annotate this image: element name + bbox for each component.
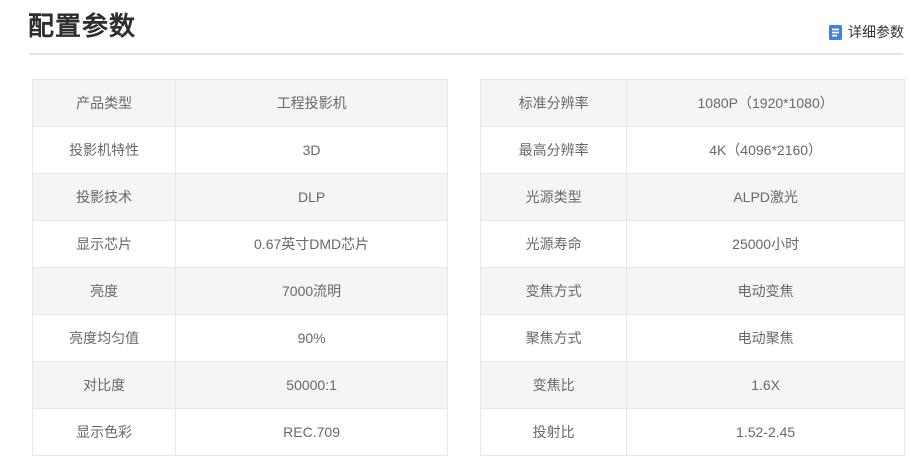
table-row: 光源类型 ALPD激光 — [479, 173, 905, 221]
spec-label: 光源类型 — [479, 173, 628, 221]
spec-label: 投影技术 — [31, 173, 177, 221]
spec-value: 0.67英寸DMD芯片 — [175, 220, 448, 268]
spec-value: ALPD激光 — [626, 173, 905, 221]
table-row: 亮度均匀值 90% — [31, 314, 448, 362]
spec-label: 变焦比 — [479, 361, 628, 409]
table-row: 投射比 1.52-2.45 — [479, 408, 905, 456]
spec-label: 显示色彩 — [31, 408, 177, 456]
spec-value: 7000流明 — [175, 267, 448, 315]
spec-value: 1.52-2.45 — [626, 408, 905, 456]
table-row: 对比度 50000:1 — [31, 361, 448, 409]
spec-label: 光源寿命 — [479, 220, 628, 268]
spec-label: 投射比 — [479, 408, 628, 456]
spec-value: 90% — [175, 314, 448, 362]
table-row: 显示芯片 0.67英寸DMD芯片 — [31, 220, 448, 268]
spec-value: DLP — [175, 173, 448, 221]
spec-label: 产品类型 — [31, 79, 177, 127]
table-row: 变焦比 1.6X — [479, 361, 905, 409]
spec-label: 变焦方式 — [479, 267, 628, 315]
spec-value: 1080P（1920*1080） — [626, 79, 905, 127]
table-row: 聚焦方式 电动聚焦 — [479, 314, 905, 362]
spec-label: 亮度均匀值 — [31, 314, 177, 362]
page-title: 配置参数 — [28, 11, 137, 41]
spec-table-right: 标准分辨率 1080P（1920*1080） 最高分辨率 4K（4096*216… — [479, 79, 905, 456]
spec-value: REC.709 — [175, 408, 448, 456]
spec-value: 25000小时 — [626, 220, 905, 268]
spec-label: 聚焦方式 — [479, 314, 628, 362]
spec-value: 1.6X — [626, 361, 905, 409]
spec-label: 投影机特性 — [31, 126, 177, 174]
table-row: 光源寿命 25000小时 — [479, 220, 905, 268]
table-row: 投影技术 DLP — [31, 173, 448, 221]
spec-value: 4K（4096*2160） — [626, 126, 905, 174]
table-row: 变焦方式 电动变焦 — [479, 267, 905, 315]
table-row: 投影机特性 3D — [31, 126, 448, 174]
spec-value: 电动聚焦 — [626, 314, 905, 362]
spec-label: 最高分辨率 — [479, 126, 628, 174]
table-row: 亮度 7000流明 — [31, 267, 448, 315]
table-row: 最高分辨率 4K（4096*2160） — [479, 126, 905, 174]
spec-label: 显示芯片 — [31, 220, 177, 268]
spec-value: 电动变焦 — [626, 267, 905, 315]
table-row: 标准分辨率 1080P（1920*1080） — [479, 79, 905, 127]
detail-params-link[interactable]: 详细参数 — [829, 22, 904, 42]
document-icon — [829, 24, 842, 40]
spec-label: 亮度 — [31, 267, 177, 315]
spec-label: 对比度 — [31, 361, 177, 409]
header-divider — [30, 53, 903, 55]
spec-value: 3D — [175, 126, 448, 174]
spec-value: 工程投影机 — [175, 79, 448, 127]
spec-table-left: 产品类型 工程投影机 投影机特性 3D 投影技术 DLP 显示芯片 0.67英寸… — [31, 79, 448, 456]
spec-value: 50000:1 — [175, 361, 448, 409]
table-row: 产品类型 工程投影机 — [31, 79, 448, 127]
detail-params-label: 详细参数 — [848, 24, 904, 40]
table-row: 显示色彩 REC.709 — [31, 408, 448, 456]
spec-label: 标准分辨率 — [479, 79, 628, 127]
